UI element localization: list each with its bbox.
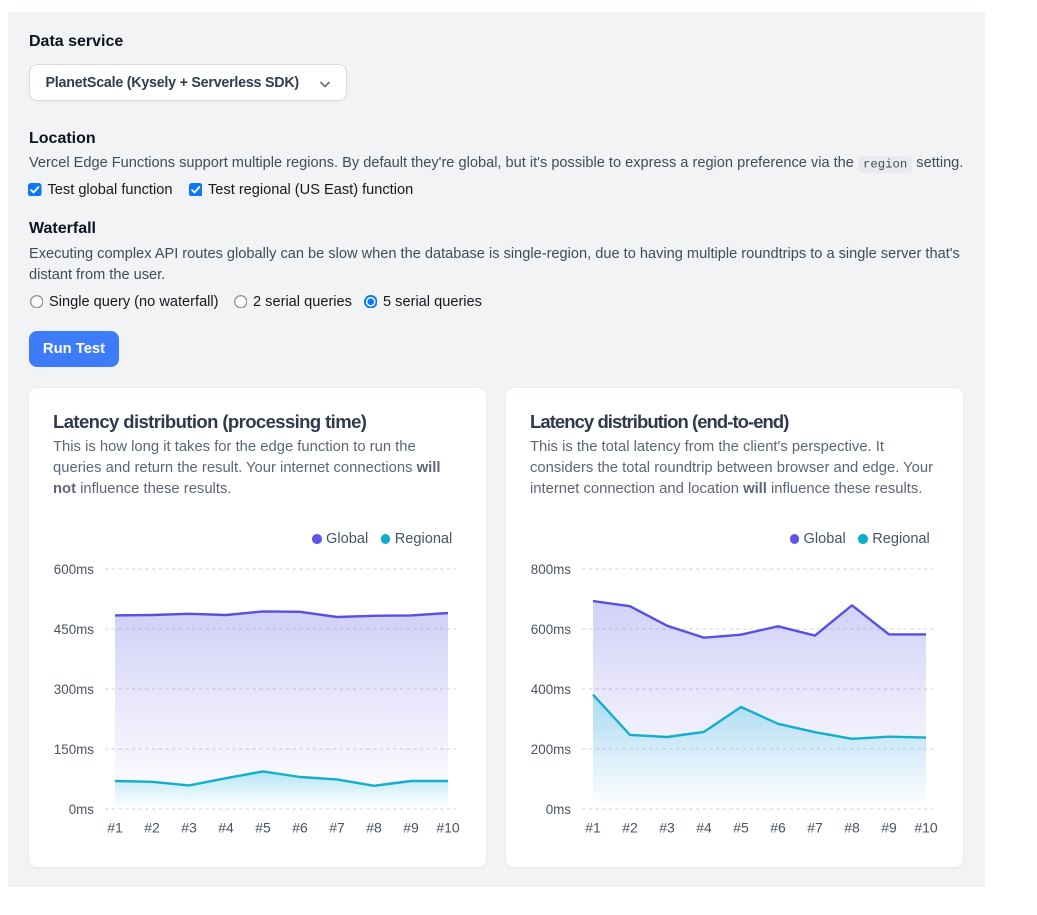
svg-text:#5: #5 <box>255 820 271 836</box>
svg-text:600ms: 600ms <box>54 562 94 577</box>
svg-text:#2: #2 <box>622 820 638 836</box>
svg-text:#7: #7 <box>807 820 823 836</box>
svg-text:#3: #3 <box>659 820 675 836</box>
svg-text:300ms: 300ms <box>54 682 94 697</box>
svg-text:0ms: 0ms <box>69 802 95 817</box>
svg-text:#8: #8 <box>366 820 382 836</box>
svg-text:#1: #1 <box>585 820 601 836</box>
svg-text:#6: #6 <box>292 820 308 836</box>
svg-text:#3: #3 <box>181 820 197 836</box>
svg-text:800ms: 800ms <box>531 562 571 577</box>
svg-text:0ms: 0ms <box>546 802 572 817</box>
svg-text:150ms: 150ms <box>54 742 94 757</box>
svg-text:#5: #5 <box>733 820 749 836</box>
svg-text:#4: #4 <box>218 820 234 836</box>
svg-text:#9: #9 <box>403 820 419 836</box>
svg-text:#7: #7 <box>329 820 345 836</box>
svg-text:200ms: 200ms <box>531 742 571 757</box>
svg-text:#2: #2 <box>144 820 160 836</box>
svg-text:#6: #6 <box>770 820 786 836</box>
svg-text:400ms: 400ms <box>531 682 571 697</box>
svg-text:#9: #9 <box>881 820 897 836</box>
svg-text:#10: #10 <box>436 820 460 836</box>
svg-text:#8: #8 <box>844 820 860 836</box>
svg-text:#4: #4 <box>696 820 712 836</box>
svg-text:600ms: 600ms <box>531 622 571 637</box>
svg-text:450ms: 450ms <box>54 622 94 637</box>
svg-text:#1: #1 <box>107 820 123 836</box>
svg-text:#10: #10 <box>914 820 938 836</box>
